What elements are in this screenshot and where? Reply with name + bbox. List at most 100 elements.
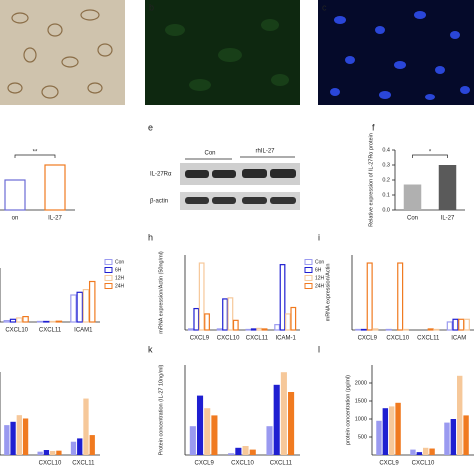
bar [216, 328, 223, 331]
bar [410, 449, 416, 455]
bar [228, 453, 235, 455]
panel-letter: b [149, 2, 154, 12]
x-tick-label: CXCL9 [194, 461, 214, 467]
x-tick-label: ICAM [451, 336, 466, 342]
bar [198, 262, 205, 331]
bar [266, 426, 273, 455]
x-tick-label: CXCL9 [379, 461, 399, 467]
panel-letter: l [318, 344, 320, 354]
x-tick-label: CXCL11 [417, 336, 440, 342]
y-tick-label: 0.3 [382, 162, 390, 168]
bar [446, 321, 453, 331]
bar [187, 328, 194, 331]
bar [290, 306, 297, 331]
bar [366, 262, 373, 331]
bar [4, 425, 10, 455]
legend-swatch [104, 275, 113, 281]
panel-letter: f [372, 122, 375, 132]
bar [279, 264, 286, 331]
y-axis-label: protein concentration (pg/ml) [345, 375, 351, 445]
bar [189, 426, 196, 455]
bar [82, 289, 90, 323]
bar [235, 447, 242, 455]
bar [457, 375, 463, 455]
x-tick-label: CXCL10 [39, 461, 62, 467]
panel-c-image [318, 0, 474, 105]
bar [22, 316, 29, 323]
y-tick-label: 0.1 [382, 192, 390, 198]
bar [261, 328, 268, 331]
legend-swatch [304, 267, 313, 273]
legend-label: 6H [315, 267, 322, 273]
x-tick-label: CXCL11 [72, 461, 95, 467]
bar [50, 451, 56, 455]
x-tick-label: CXCL11 [270, 461, 293, 467]
legend-swatch [304, 259, 313, 265]
legend-swatch [104, 267, 113, 273]
group-label: rhIL-27 [255, 149, 275, 155]
bar [433, 328, 440, 331]
panel-letter: e [148, 122, 153, 132]
bar [376, 420, 382, 455]
bar [43, 450, 50, 455]
bar [427, 328, 434, 331]
y-tick-label: 1000 [355, 416, 367, 422]
bar [16, 415, 22, 455]
bar [463, 318, 470, 331]
bar [77, 438, 83, 455]
x-tick-label: on [12, 216, 19, 222]
bar [416, 452, 423, 455]
legend-label: 12H [115, 275, 125, 281]
significance-label: * [429, 150, 432, 156]
legend-swatch [104, 283, 113, 289]
bar [458, 318, 465, 331]
panel-letter: h [148, 232, 153, 242]
bar [355, 328, 362, 331]
panel-letter: c [322, 2, 327, 12]
bar [22, 418, 29, 455]
x-tick-label: CXCL10 [217, 336, 240, 342]
bar [222, 298, 228, 331]
y-axis-label: Protein concentration (IL-27 10ng/ml) [158, 364, 164, 455]
bar [385, 328, 392, 331]
row-label: IL-27Rα [150, 172, 172, 178]
bar [88, 280, 96, 323]
y-axis-label: mRNA expression/Actin [325, 264, 331, 322]
significance-bracket [412, 154, 448, 158]
bar [3, 320, 11, 323]
group-label: Con [204, 151, 215, 157]
panel-b-image [145, 0, 300, 105]
bar [382, 408, 389, 455]
y-tick-label: 0.0 [382, 207, 390, 213]
legend-swatch [104, 259, 113, 265]
legend-label: 24H [315, 283, 325, 289]
legend-label: 12H [315, 275, 325, 281]
bar [250, 328, 257, 331]
bar [397, 262, 404, 331]
x-tick-label: ICAM1 [74, 328, 93, 334]
bar [285, 313, 291, 331]
y-tick-label: 500 [358, 434, 367, 440]
bar [242, 446, 249, 455]
legend-swatch [304, 283, 313, 289]
bar [211, 415, 218, 455]
x-tick-label: CXCL10 [231, 461, 254, 467]
bar [395, 402, 401, 455]
bar [193, 307, 200, 331]
y-axis-label: Relative expression of IL-27Rα protein [368, 133, 374, 227]
bar [444, 422, 450, 455]
bar [37, 451, 43, 455]
western-blot: e Con rhIL-27 IL-27Rα β-actin [148, 122, 300, 210]
x-tick-label: CXCL10 [412, 461, 435, 467]
bar [256, 327, 263, 331]
y-tick-label: 1500 [355, 398, 367, 404]
y-axis-label: mRNA expression/Actin (50ng/ml) [158, 251, 164, 334]
x-tick-label: CXCL10 [386, 336, 409, 342]
bar [76, 291, 83, 323]
y-tick-label: 0.2 [382, 177, 390, 183]
bar [249, 449, 256, 455]
x-tick-label: IL-27 [48, 216, 62, 222]
legend-label: Con [315, 259, 324, 265]
bar [402, 328, 409, 331]
bar [227, 297, 234, 331]
